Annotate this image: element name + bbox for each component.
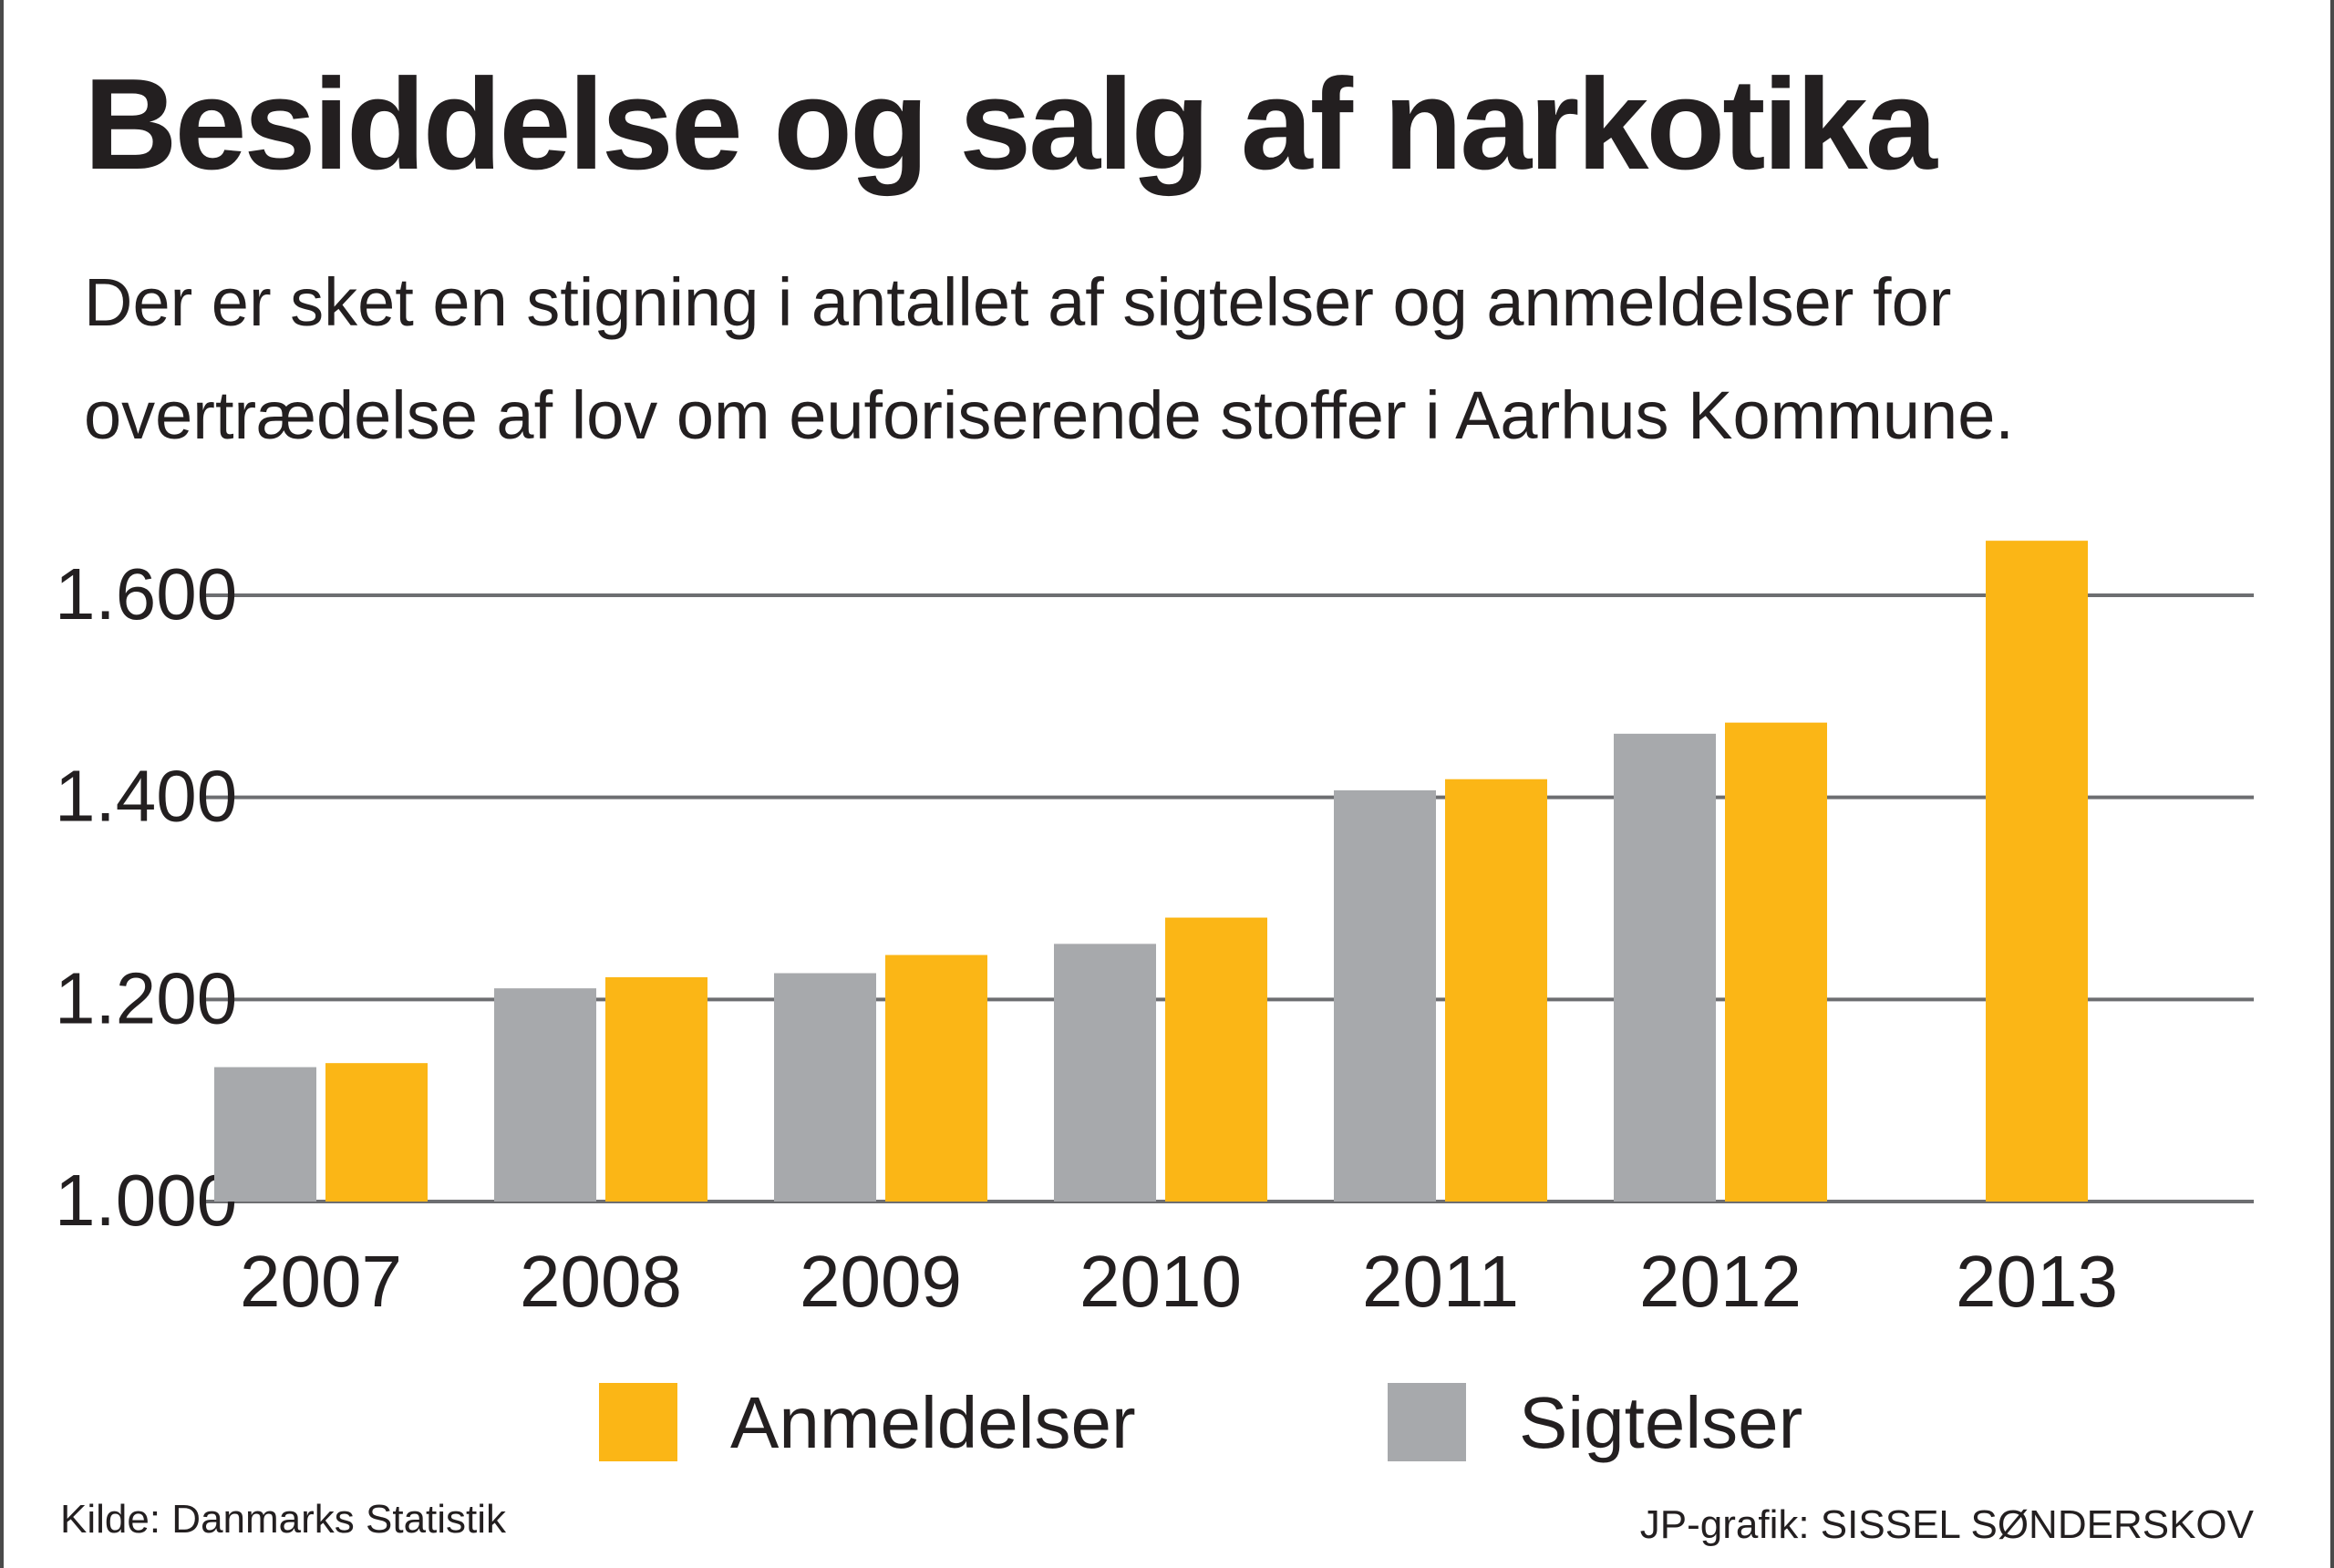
chart-subtitle: Der er sket en stigning i antallet af si… [84, 264, 2014, 453]
bar-anmeldelser-2009 [885, 954, 987, 1202]
y-tick-label: 1.200 [55, 957, 237, 1038]
bar-chart: 1.000 1.200 1.400 1.600 2007 2008 2009 2010 201… [55, 541, 2254, 1463]
graphic-credit: JP-grafik: SISSEL SØNDERSKOV [1639, 1502, 2254, 1547]
bars [214, 541, 2088, 1202]
x-tick-label: 2010 [1079, 1241, 1242, 1322]
legend-label-sigtelser: Sigtelser [1519, 1382, 1802, 1463]
x-tick-label: 2012 [1639, 1241, 1802, 1322]
legend-swatch-sigtelser [1388, 1383, 1466, 1461]
bar-sigtelser-2012 [1614, 733, 1716, 1202]
y-tick-labels: 1.000 1.200 1.400 1.600 [55, 553, 237, 1241]
legend: Anmeldelser Sigtelser [599, 1382, 1802, 1463]
bar-anmeldelser-2011 [1445, 779, 1547, 1202]
bar-anmeldelser-2007 [325, 1063, 428, 1202]
bar-sigtelser-2009 [774, 973, 876, 1202]
y-tick-label: 1.600 [55, 553, 237, 634]
bar-sigtelser-2007 [214, 1067, 316, 1202]
y-tick-label: 1.400 [55, 756, 237, 837]
x-tick-label: 2007 [240, 1241, 402, 1322]
x-tick-label: 2009 [800, 1241, 962, 1322]
x-tick-labels: 2007 2008 2009 2010 2011 2012 2013 [240, 1241, 2118, 1322]
bar-anmeldelser-2012 [1725, 722, 1827, 1202]
chart-title: Besiddelse og salg af narkotika [84, 52, 1937, 197]
y-tick-label: 1.000 [55, 1160, 237, 1241]
bar-anmeldelser-2013 [1986, 541, 2088, 1202]
legend-label-anmeldelser: Anmeldelser [730, 1382, 1136, 1463]
bar-sigtelser-2010 [1054, 944, 1156, 1202]
x-tick-label: 2011 [1362, 1241, 1519, 1322]
bar-sigtelser-2011 [1334, 789, 1436, 1202]
x-tick-label: 2013 [1956, 1241, 2118, 1322]
legend-swatch-anmeldelser [599, 1383, 677, 1461]
source-note: Kilde: Danmarks Statistik [60, 1497, 507, 1542]
bar-anmeldelser-2008 [605, 976, 707, 1202]
x-tick-label: 2008 [520, 1241, 682, 1322]
bar-sigtelser-2008 [494, 988, 596, 1202]
bar-anmeldelser-2010 [1165, 917, 1267, 1202]
